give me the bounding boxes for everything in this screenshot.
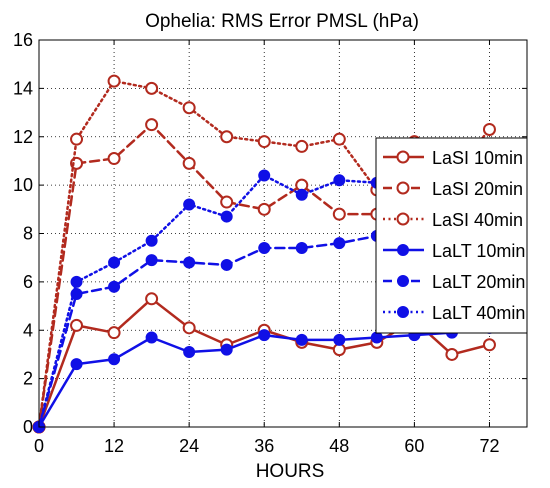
data-point <box>145 234 158 247</box>
data-point <box>220 210 233 223</box>
data-point <box>183 346 196 359</box>
x-tick-label: 48 <box>329 436 349 456</box>
data-point <box>257 202 271 216</box>
data-point <box>182 101 196 115</box>
data-point <box>258 242 271 255</box>
x-tick-label: 24 <box>179 436 199 456</box>
x-tick-label: 0 <box>34 436 44 456</box>
chart-title: Ophelia: RMS Error PMSL (hPa) <box>145 11 419 32</box>
y-tick-label: 16 <box>13 30 33 50</box>
legend-item: LaLT 10min <box>383 241 525 261</box>
data-point <box>332 207 346 221</box>
plot-frame <box>38 39 528 428</box>
data-point <box>70 318 84 332</box>
data-point <box>295 139 309 153</box>
legend-item: LaSI 40min <box>383 210 523 230</box>
legend-label: LaSI 10min <box>432 148 523 168</box>
data-point <box>295 242 308 255</box>
y-tick-label: 6 <box>23 272 33 292</box>
data-point <box>107 74 121 88</box>
legend-swatch-marker <box>396 181 410 195</box>
legend-swatch-marker <box>397 244 409 256</box>
legend-swatch-marker <box>397 306 409 318</box>
data-point <box>295 333 308 346</box>
x-tick-label: 72 <box>479 436 499 456</box>
legend-swatch-marker <box>396 150 410 164</box>
data-point <box>258 329 271 342</box>
data-point <box>333 237 346 250</box>
legend: LaSI 10min LaSI 20min LaSI 40min LaLT 10min… <box>375 137 528 334</box>
legend-item: LaLT 40min <box>383 303 525 323</box>
data-point <box>108 353 121 366</box>
y-tick-label: 10 <box>13 175 33 195</box>
data-point <box>220 343 233 356</box>
data-point <box>333 174 346 187</box>
y-tick-label: 12 <box>13 127 33 147</box>
legend-item: LaSI 10min <box>383 148 523 168</box>
legend-item: LaSI 20min <box>383 179 523 199</box>
legend-swatch-marker <box>397 275 409 287</box>
legend-label: LaSI 20min <box>432 179 523 199</box>
data-point <box>332 132 346 146</box>
data-point <box>258 169 271 182</box>
data-point <box>108 280 121 293</box>
y-tick-label: 2 <box>23 369 33 389</box>
data-point <box>257 135 271 149</box>
data-point <box>370 331 383 344</box>
x-tick-label: 60 <box>404 436 424 456</box>
data-point <box>70 132 84 146</box>
data-point <box>482 122 496 136</box>
legend-label: LaLT 20min <box>432 272 525 292</box>
data-point <box>183 256 196 269</box>
data-point <box>295 188 308 201</box>
data-point <box>445 347 459 361</box>
data-point <box>220 130 234 144</box>
data-point <box>220 258 233 271</box>
x-axis-label: HOURS <box>256 461 325 482</box>
data-point <box>183 198 196 211</box>
data-point <box>182 321 196 335</box>
y-tick-label: 14 <box>13 78 33 98</box>
data-point <box>145 118 159 132</box>
data-point <box>482 338 496 352</box>
data-point <box>107 152 121 166</box>
legend-swatch-marker <box>396 212 410 226</box>
data-point <box>145 331 158 344</box>
legend-label: LaLT 40min <box>432 303 525 323</box>
data-point <box>70 275 83 288</box>
data-point <box>107 326 121 340</box>
data-point <box>333 333 346 346</box>
x-tick-label: 36 <box>254 436 274 456</box>
data-point <box>145 254 158 267</box>
legend-box <box>375 137 528 334</box>
legend-label: LaLT 10min <box>432 241 525 261</box>
data-point <box>220 195 234 209</box>
y-tick-label: 8 <box>23 224 33 244</box>
data-point <box>145 81 159 95</box>
data-point <box>70 358 83 371</box>
data-point <box>182 156 196 170</box>
data-point <box>145 292 159 306</box>
y-tick-label: 4 <box>23 320 33 340</box>
legend-item: LaLT 20min <box>383 272 525 292</box>
legend-label: LaSI 40min <box>432 210 523 230</box>
data-point <box>108 256 121 269</box>
y-tick-label: 0 <box>23 417 33 437</box>
x-tick-label: 12 <box>104 436 124 456</box>
